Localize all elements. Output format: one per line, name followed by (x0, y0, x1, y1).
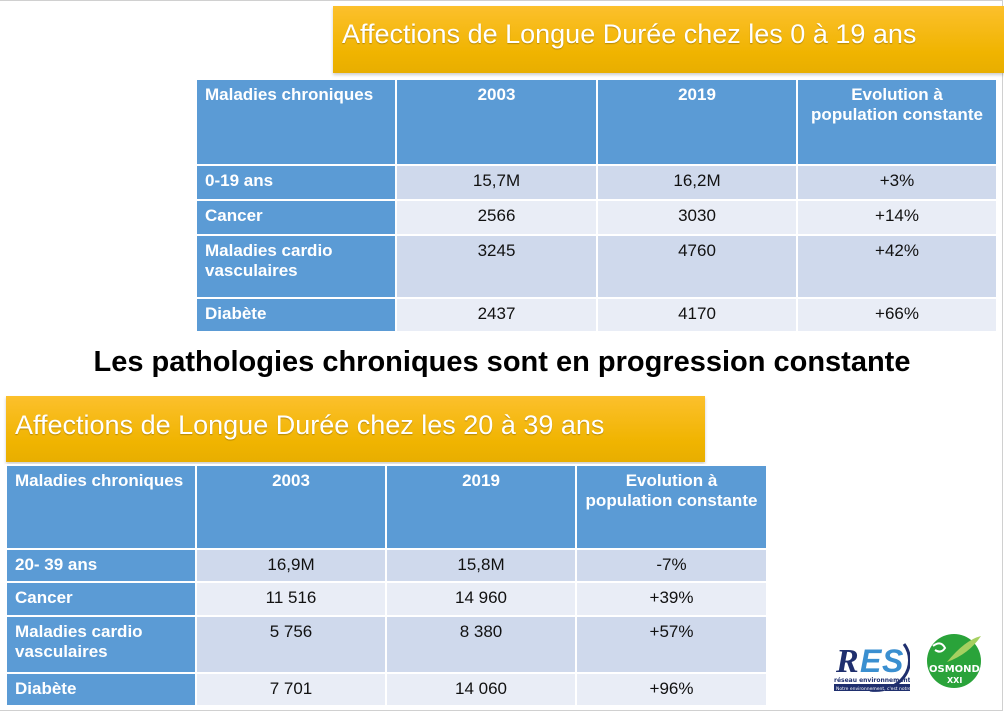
cell-2003: 7 701 (195, 672, 387, 707)
row-label: Diabète (195, 297, 397, 333)
cell-evolution: -7% (575, 548, 768, 583)
cell-2003: 2437 (395, 297, 598, 333)
header-2003: 2003 (395, 78, 598, 166)
header-evolution: Evolution à population constante (796, 78, 998, 166)
table-row: 20- 39 ans 16,9M 15,8M -7% (5, 548, 768, 583)
cell-evolution: +96% (575, 672, 768, 707)
table-row: 0-19 ans 15,7M 16,2M +3% (195, 164, 998, 201)
cell-2003: 3245 (395, 234, 598, 299)
cell-2019: 4760 (596, 234, 798, 299)
row-label: Diabète (5, 672, 197, 707)
header-disease: Maladies chroniques (195, 78, 397, 166)
table-row: Maladies cardio vasculaires 5 756 8 380 +57… (5, 615, 768, 674)
cell-2019: 4170 (596, 297, 798, 333)
header-2003: 2003 (195, 464, 387, 550)
headline: Les pathologies chroniques sont en progr… (93, 346, 911, 378)
cell-2019: 3030 (596, 199, 798, 236)
header-2019: 2019 (385, 464, 577, 550)
cell-evolution: +14% (796, 199, 998, 236)
cell-2003: 15,7M (395, 164, 598, 201)
res-logo: R E S réseau environnement santé Notre e… (834, 643, 910, 692)
cell-2003: 2566 (395, 199, 598, 236)
table-row: Diabète 2437 4170 +66% (195, 297, 998, 333)
row-label: 20- 39 ans (5, 548, 197, 583)
table-20-39: Maladies chroniques 2003 2019 Evolution à p… (5, 464, 768, 707)
cell-evolution: +42% (796, 234, 998, 299)
row-label: Cancer (5, 581, 197, 617)
cell-2003: 11 516 (195, 581, 387, 617)
table-row: Diabète 7 701 14 060 +96% (5, 672, 768, 707)
svg-text:OSMONDE: OSMONDE (929, 664, 983, 675)
svg-text:Notre environnement, c'est not: Notre environnement, c'est notre santé (836, 685, 910, 692)
svg-text:R: R (835, 643, 859, 680)
table-0-19: Maladies chroniques 2003 2019 Evolution à p… (195, 78, 998, 333)
header-disease: Maladies chroniques (5, 464, 197, 550)
title-20-39: Affections de Longue Durée chez les 20 à… (6, 396, 705, 462)
header-evolution: Evolution à population constante (575, 464, 768, 550)
cell-2019: 16,2M (596, 164, 798, 201)
header-2019: 2019 (596, 78, 798, 166)
cell-2019: 15,8M (385, 548, 577, 583)
cell-evolution: +39% (575, 581, 768, 617)
cell-evolution: +57% (575, 615, 768, 674)
row-label: Maladies cardio vasculaires (5, 615, 197, 674)
title-0-19: Affections de Longue Durée chez les 0 à … (333, 6, 1004, 73)
cell-2003: 5 756 (195, 615, 387, 674)
cell-2019: 8 380 (385, 615, 577, 674)
svg-text:E: E (860, 643, 883, 679)
svg-text:réseau environnement santé: réseau environnement santé (834, 677, 910, 684)
table-row: Maladies cardio vasculaires 3245 4760 +42% (195, 234, 998, 299)
row-label: Maladies cardio vasculaires (195, 234, 397, 299)
cell-2019: 14 960 (385, 581, 577, 617)
row-label: Cancer (195, 199, 397, 236)
svg-text:S: S (882, 643, 904, 679)
table-row: Cancer 11 516 14 960 +39% (5, 581, 768, 617)
svg-text:XXI: XXI (947, 676, 962, 685)
cell-2019: 14 060 (385, 672, 577, 707)
osmonde-logo: OSMONDE XXI (927, 634, 983, 688)
table-row: Cancer 2566 3030 +14% (195, 199, 998, 236)
row-label: 0-19 ans (195, 164, 397, 201)
cell-2003: 16,9M (195, 548, 387, 583)
cell-evolution: +66% (796, 297, 998, 333)
cell-evolution: +3% (796, 164, 998, 201)
